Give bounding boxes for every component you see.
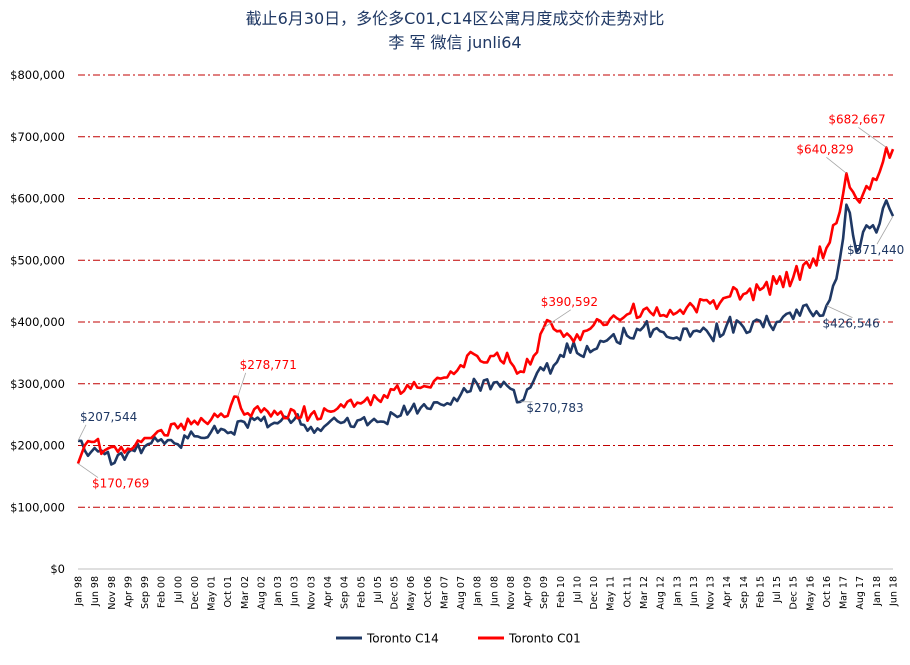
legend-label: Toronto C14 [366, 632, 439, 646]
annotation-leader [826, 156, 847, 174]
x-tick-label: Feb 00 [157, 576, 168, 608]
data-annotation: $170,769 [92, 477, 149, 491]
y-tick-label: $600,000 [10, 192, 65, 206]
x-tick-label: Mar 07 [439, 576, 450, 609]
annotation-leader [77, 424, 87, 442]
annotation-leader [858, 127, 887, 148]
data-annotation: $207,544 [80, 410, 137, 424]
x-tick-label: Nov 13 [706, 576, 717, 610]
x-tick-label: Jan 03 [273, 576, 284, 607]
x-tick-label: Apr 09 [523, 576, 534, 608]
x-tick-label: Jul 05 [373, 576, 384, 604]
x-tick-label: Dec 05 [390, 576, 401, 610]
x-tick-label: Dec 00 [190, 576, 201, 610]
x-tick-label: Feb 15 [755, 576, 766, 608]
data-annotations: $207,544 $170,769 $278,771 $270,783 $390,592… [77, 112, 904, 491]
y-tick-label: $700,000 [10, 130, 65, 144]
x-tick-label: Sep 04 [340, 576, 351, 609]
x-tick-label: Mar 12 [639, 576, 650, 609]
series-line-toronto-c01 [76, 146, 895, 465]
y-tick-label: $200,000 [10, 439, 65, 453]
x-tick-label: Mar 17 [839, 576, 850, 609]
y-tick-label: $300,000 [10, 377, 65, 391]
x-axis: Jan 98 Jun 98 Nov 98 Apr 99 Sep 99 Feb 00 Jul … [74, 576, 900, 611]
x-tick-label: Jan 98 [74, 576, 85, 607]
x-tick-label: Sep 14 [739, 576, 750, 609]
annotation-leader [543, 309, 571, 329]
x-tick-label: May 11 [606, 576, 617, 611]
x-tick-label: Oct 06 [423, 576, 434, 608]
annotation-leader [826, 305, 853, 318]
grid-lines [78, 74, 893, 570]
legend-label: Toronto C01 [508, 632, 581, 646]
y-tick-label: $0 [50, 562, 65, 576]
chart-subtitle: 李 军 微信 junli64 [388, 33, 521, 52]
x-tick-label: Sep 09 [539, 576, 550, 609]
annotation-leader [237, 372, 247, 397]
x-tick-label: Aug 12 [656, 576, 667, 610]
x-tick-label: Jan 08 [473, 576, 484, 607]
x-tick-label: Oct 11 [622, 576, 633, 608]
x-tick-label: Jul 10 [572, 576, 583, 604]
x-tick-label: Jun 13 [689, 576, 700, 607]
x-tick-label: Jan 13 [672, 576, 683, 607]
y-tick-label: $500,000 [10, 253, 65, 267]
x-tick-label: Jul 00 [173, 576, 184, 604]
x-tick-label: Dec 15 [789, 576, 800, 610]
y-tick-label: $100,000 [10, 500, 65, 514]
data-annotation: $682,667 [828, 112, 885, 126]
annotation-leader [876, 215, 894, 245]
x-tick-label: Jul 15 [772, 576, 783, 604]
legend: Toronto C14 Toronto C01 [336, 632, 581, 646]
x-tick-label: Apr 99 [123, 576, 134, 608]
data-annotation: $390,592 [541, 295, 598, 309]
x-tick-label: Feb 05 [356, 576, 367, 608]
x-tick-label: May 16 [805, 576, 816, 611]
data-annotation: $640,829 [796, 142, 853, 156]
x-tick-label: Nov 98 [107, 576, 118, 610]
x-tick-label: Oct 16 [822, 576, 833, 608]
series-lines [76, 146, 895, 466]
x-tick-label: Jun 08 [489, 576, 500, 607]
annotation-leader [77, 463, 99, 478]
x-tick-label: May 06 [406, 576, 417, 611]
x-tick-label: Nov 03 [306, 576, 317, 610]
x-tick-label: Aug 17 [855, 576, 866, 610]
x-tick-label: Nov 08 [506, 576, 517, 610]
x-tick-label: May 01 [207, 576, 218, 611]
x-tick-label: Apr 04 [323, 576, 334, 608]
y-axis: $0 $100,000 $200,000 $300,000 $400,000 $500,0… [10, 68, 65, 576]
data-annotation: $571,440 [847, 243, 904, 257]
chart-title: 截止6月30日，多伦多C01,C14区公寓月度成交价走势对比 [246, 9, 665, 28]
series-line-toronto-c14 [78, 199, 895, 466]
x-tick-label: Aug 02 [256, 576, 267, 610]
x-tick-label: Mar 02 [240, 576, 251, 609]
x-tick-label: Jun 03 [290, 576, 301, 607]
data-annotation: $270,783 [526, 401, 583, 415]
x-tick-label: Dec 10 [589, 576, 600, 610]
x-tick-label: Apr 14 [722, 576, 733, 608]
data-annotation: $426,546 [822, 317, 879, 331]
y-tick-label: $400,000 [10, 315, 65, 329]
x-tick-label: Jun 18 [889, 576, 900, 607]
x-tick-label: Jun 98 [90, 576, 101, 607]
x-tick-label: Feb 10 [556, 576, 567, 608]
x-tick-label: Jan 18 [872, 576, 883, 607]
y-tick-label: $800,000 [10, 68, 65, 82]
x-tick-label: Aug 07 [456, 576, 467, 610]
x-tick-label: Sep 99 [140, 576, 151, 609]
x-tick-label: Oct 01 [223, 576, 234, 608]
data-annotation: $278,771 [240, 358, 297, 372]
